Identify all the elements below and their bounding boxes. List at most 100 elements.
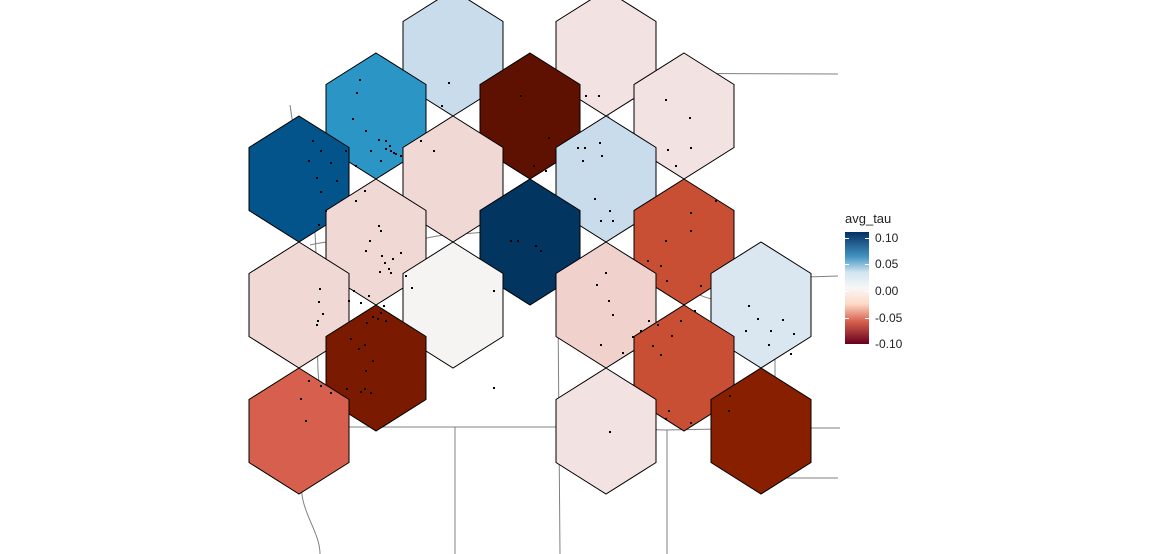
station-point — [411, 287, 413, 289]
color-legend: avg_tau 0.10 0.05 0.00 -0.05 -0.10 — [845, 211, 925, 351]
station-point — [548, 137, 550, 139]
station-point — [665, 99, 667, 101]
legend-label-0.05: 0.05 — [875, 257, 899, 271]
station-point — [622, 352, 624, 354]
legend-title: avg_tau — [845, 211, 892, 226]
station-point — [336, 180, 338, 182]
station-point — [609, 210, 611, 212]
station-point — [308, 380, 310, 382]
station-point — [768, 344, 770, 346]
station-point — [782, 319, 784, 321]
station-point — [381, 255, 383, 257]
station-point — [690, 422, 692, 424]
station-point — [667, 149, 669, 151]
station-point — [346, 388, 348, 390]
station-point — [609, 431, 611, 433]
station-point — [660, 265, 662, 267]
station-point — [600, 220, 602, 222]
station-point — [608, 300, 610, 302]
station-point — [400, 155, 402, 157]
station-point — [700, 285, 702, 287]
legend-colorbar — [845, 232, 869, 344]
station-point — [420, 140, 422, 142]
station-point — [745, 330, 747, 332]
station-point — [318, 224, 320, 226]
station-point — [671, 335, 673, 337]
station-point — [441, 105, 443, 107]
station-point — [392, 258, 394, 260]
station-point — [665, 418, 667, 420]
station-point — [348, 300, 350, 302]
legend-tick-mark — [865, 264, 869, 265]
station-point — [605, 272, 607, 274]
station-point — [748, 305, 750, 307]
hexbin-cell — [248, 367, 350, 495]
legend-label-0.00: 0.00 — [875, 284, 899, 298]
station-point — [320, 191, 322, 193]
station-point — [350, 338, 352, 340]
station-point — [300, 398, 302, 400]
station-point — [372, 360, 374, 362]
station-point — [660, 354, 662, 356]
station-point — [356, 92, 358, 94]
station-point — [493, 290, 495, 292]
station-point — [666, 280, 668, 282]
hexbin-cell — [325, 304, 427, 432]
station-point — [533, 165, 535, 167]
station-point — [380, 160, 382, 162]
station-point — [378, 225, 380, 227]
station-point — [380, 230, 382, 232]
station-point — [384, 262, 386, 264]
legend-tick-mark — [865, 318, 869, 319]
station-point — [359, 79, 361, 81]
station-point — [318, 301, 320, 303]
hexbin-cell — [402, 241, 504, 369]
station-point — [353, 290, 355, 292]
station-point — [545, 170, 547, 172]
legend-tick-mark — [845, 318, 849, 319]
station-point — [393, 152, 395, 154]
station-point — [729, 395, 731, 397]
station-point — [757, 318, 759, 320]
station-point — [596, 284, 598, 286]
station-point — [379, 271, 381, 273]
station-point — [322, 313, 324, 315]
station-point — [380, 312, 382, 314]
station-point — [690, 230, 692, 232]
station-point — [599, 142, 601, 144]
station-point — [395, 153, 397, 155]
hexbin-cell — [479, 178, 581, 306]
station-point — [378, 139, 380, 141]
legend-tick-mark — [845, 238, 849, 239]
station-point — [657, 324, 659, 326]
station-point — [366, 322, 368, 324]
legend-tick-mark — [865, 344, 869, 345]
hex-layer — [248, 0, 812, 495]
station-point — [600, 344, 602, 346]
legend-tick-mark — [845, 291, 849, 292]
station-point — [640, 330, 642, 332]
station-point — [368, 295, 370, 297]
station-point — [317, 320, 319, 322]
hexbin-cell — [555, 367, 657, 495]
station-point — [690, 212, 692, 214]
legend-tick-mark — [845, 344, 849, 345]
station-point — [715, 200, 717, 202]
station-point — [370, 150, 372, 152]
station-point — [582, 160, 584, 162]
station-point — [405, 275, 407, 277]
legend-tick-mark — [845, 264, 849, 265]
station-point — [390, 272, 392, 274]
station-point — [305, 420, 307, 422]
station-point — [345, 150, 347, 152]
station-point — [612, 314, 614, 316]
station-point — [364, 344, 366, 346]
station-point — [330, 392, 332, 394]
legend-tick-mark — [865, 238, 869, 239]
station-point — [316, 324, 318, 326]
station-point — [728, 410, 730, 412]
station-point — [770, 330, 772, 332]
station-point — [365, 250, 367, 252]
station-point — [320, 150, 322, 152]
